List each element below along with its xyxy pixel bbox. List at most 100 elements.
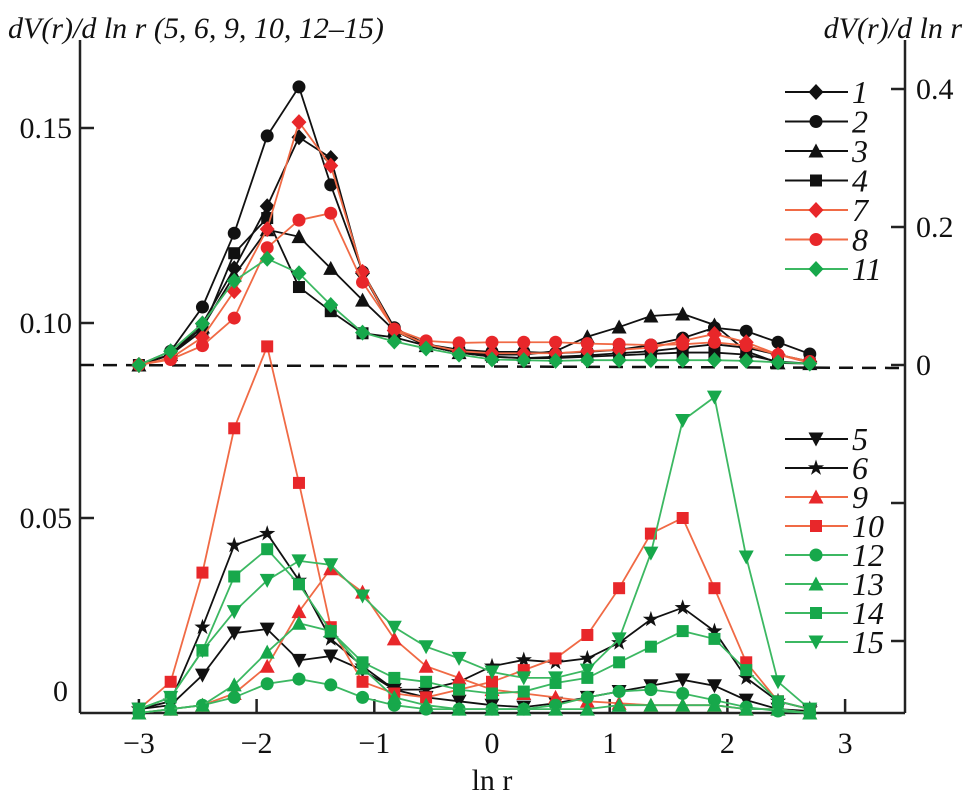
data-point-3 xyxy=(323,260,339,275)
data-point-11 xyxy=(323,296,339,313)
data-point-6 xyxy=(226,536,243,553)
legend-item-7: 7 xyxy=(785,192,870,228)
x-tick-label: −2 xyxy=(241,727,273,760)
data-point-13 xyxy=(226,677,242,692)
data-point-11 xyxy=(451,346,467,363)
data-point-15 xyxy=(802,702,818,717)
data-point-2 xyxy=(292,80,306,94)
data-point-11 xyxy=(386,333,402,350)
data-point-11 xyxy=(770,354,786,371)
legend-label: 5 xyxy=(852,421,868,457)
right-y-tick-label: 0.2 xyxy=(916,211,954,244)
data-point-7 xyxy=(323,157,339,174)
data-point-8 xyxy=(707,335,721,349)
data-point-15 xyxy=(643,546,659,561)
data-point-6 xyxy=(483,657,501,674)
data-point-14 xyxy=(708,632,721,645)
data-point-12 xyxy=(324,678,338,692)
data-point-15 xyxy=(131,702,147,717)
legend-marker xyxy=(810,520,822,532)
data-point-13 xyxy=(706,697,722,712)
data-point-10 xyxy=(486,675,498,688)
legend-marker xyxy=(808,84,824,100)
data-point-13 xyxy=(291,615,307,630)
data-point-8 xyxy=(739,339,753,353)
series-11 xyxy=(131,250,818,373)
legend-marker xyxy=(808,202,824,218)
data-point-11 xyxy=(131,357,147,373)
data-point-14 xyxy=(324,625,337,638)
data-point-7 xyxy=(291,114,307,131)
x-tick-label: −3 xyxy=(123,727,155,760)
x-tick-label: 0 xyxy=(485,727,500,760)
data-point-13 xyxy=(643,697,659,712)
left-y-tick-label: 0.10 xyxy=(20,307,73,340)
data-point-11 xyxy=(548,352,564,369)
legend-marker xyxy=(808,432,824,447)
left-y-tick-label: 0.15 xyxy=(20,112,73,145)
data-point-5 xyxy=(194,668,210,683)
left-axis-title: dV(r)/d ln r (5, 6, 9, 10, 12–15) xyxy=(8,12,384,45)
data-point-6 xyxy=(674,599,691,615)
legend-item-8: 8 xyxy=(785,222,868,258)
data-point-11 xyxy=(418,340,434,357)
data-point-10 xyxy=(613,582,626,595)
legend-item-1: 1 xyxy=(785,74,868,110)
data-point-11 xyxy=(738,352,754,369)
data-point-14 xyxy=(486,687,498,700)
data-point-8 xyxy=(612,337,626,351)
data-point-3 xyxy=(706,317,722,332)
data-point-12 xyxy=(260,677,274,691)
data-point-11 xyxy=(194,315,210,332)
data-point-8 xyxy=(485,335,499,349)
legend-marker xyxy=(808,261,824,277)
series-line-13 xyxy=(138,622,810,714)
data-point-14 xyxy=(388,671,401,684)
data-point-2 xyxy=(227,226,241,240)
series-line-15 xyxy=(138,395,811,710)
data-point-14 xyxy=(676,625,689,638)
data-point-5 xyxy=(675,673,691,688)
data-point-10 xyxy=(708,582,721,595)
data-point-15 xyxy=(675,414,691,428)
data-point-10 xyxy=(581,629,594,641)
data-point-9 xyxy=(418,658,434,673)
legend-item-11: 11 xyxy=(785,251,882,287)
x-tick-label: 2 xyxy=(720,727,735,760)
data-point-12 xyxy=(612,685,626,699)
data-point-15 xyxy=(226,605,242,620)
data-point-8 xyxy=(387,322,401,336)
data-point-14 xyxy=(581,671,594,684)
legend-item-5: 5 xyxy=(785,421,868,457)
legend-item-13: 13 xyxy=(785,566,884,602)
legend-label: 4 xyxy=(852,163,868,199)
data-point-13 xyxy=(484,701,500,716)
data-point-6 xyxy=(259,525,276,541)
data-point-11 xyxy=(643,352,659,369)
data-point-14 xyxy=(261,543,274,556)
series-line-14 xyxy=(138,547,811,710)
data-point-12 xyxy=(356,690,370,704)
data-point-2 xyxy=(771,335,785,349)
data-point-12 xyxy=(292,672,306,686)
data-point-13 xyxy=(548,701,564,716)
legend-marker xyxy=(809,115,823,128)
data-point-9 xyxy=(451,670,467,685)
data-point-15 xyxy=(579,663,595,678)
x-tick-label: 1 xyxy=(602,727,617,760)
legend-label: 2 xyxy=(852,104,868,140)
series-line-11 xyxy=(138,257,810,366)
legend-marker xyxy=(808,143,824,158)
legend-label: 3 xyxy=(851,133,868,169)
data-point-11 xyxy=(675,352,691,369)
legend-item-15: 15 xyxy=(785,624,884,660)
legend-label: 1 xyxy=(852,74,868,110)
data-point-8 xyxy=(227,311,241,325)
data-point-13 xyxy=(516,701,532,716)
data-point-15 xyxy=(738,550,754,565)
data-point-6 xyxy=(706,622,723,638)
data-point-5 xyxy=(323,649,339,664)
data-point-15 xyxy=(516,671,532,686)
data-point-14 xyxy=(453,683,466,696)
data-point-8 xyxy=(676,337,690,351)
